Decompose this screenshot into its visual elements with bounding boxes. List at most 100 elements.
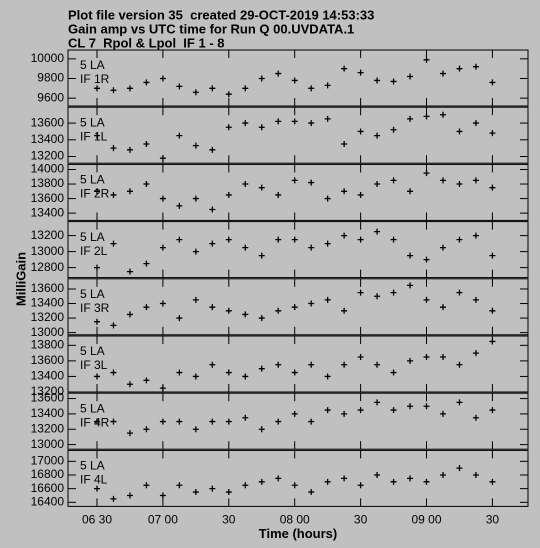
data-point bbox=[407, 115, 414, 122]
y-tick-label: 13800 bbox=[31, 338, 65, 352]
data-point bbox=[472, 471, 479, 478]
data-point bbox=[439, 70, 446, 77]
data-point bbox=[374, 361, 381, 368]
data-point bbox=[472, 120, 479, 127]
data-point bbox=[472, 232, 479, 239]
y-tick-label: 16400 bbox=[31, 494, 65, 508]
data-point bbox=[324, 195, 331, 202]
data-point bbox=[176, 83, 183, 90]
y-tick-label: 13400 bbox=[31, 205, 65, 219]
data-point bbox=[258, 315, 265, 322]
data-point bbox=[225, 418, 232, 425]
data-point bbox=[374, 471, 381, 478]
data-point bbox=[374, 293, 381, 300]
data-point bbox=[143, 304, 150, 311]
data-point bbox=[110, 322, 117, 329]
panel-annotation: 5 LA bbox=[80, 401, 105, 415]
data-point bbox=[423, 403, 430, 410]
y-tick-label: 13800 bbox=[31, 176, 65, 190]
data-point bbox=[159, 155, 166, 162]
data-point bbox=[110, 369, 117, 376]
x-tick-label: 09 00 bbox=[411, 513, 441, 527]
data-point bbox=[126, 311, 133, 318]
data-point bbox=[192, 426, 199, 433]
data-point bbox=[423, 296, 430, 303]
y-tick-label: 10000 bbox=[31, 51, 65, 65]
data-point bbox=[192, 195, 199, 202]
y-tick-label: 12800 bbox=[31, 260, 65, 274]
data-point bbox=[126, 430, 133, 437]
data-point bbox=[291, 369, 298, 376]
data-point bbox=[308, 85, 315, 92]
data-point bbox=[93, 264, 100, 271]
panel-frame bbox=[67, 163, 529, 221]
header-line: CL 7 Rpol & Lpol IF 1 - 8 bbox=[68, 35, 225, 50]
y-tick-label: 13000 bbox=[31, 437, 65, 451]
data-point bbox=[242, 414, 249, 421]
y-tick-label: 16600 bbox=[31, 481, 65, 495]
data-point bbox=[275, 191, 282, 198]
y-axis-label: MilliGain bbox=[13, 252, 28, 306]
data-point bbox=[390, 407, 397, 414]
data-point bbox=[242, 482, 249, 489]
data-point bbox=[341, 65, 348, 72]
data-point bbox=[242, 85, 249, 92]
data-point bbox=[258, 426, 265, 433]
header-line: Gain amp vs UTC time for Run Q 00.UVDATA… bbox=[68, 21, 354, 36]
data-point bbox=[159, 418, 166, 425]
data-point bbox=[489, 130, 496, 137]
data-point bbox=[390, 126, 397, 133]
data-point bbox=[357, 354, 364, 360]
data-point bbox=[423, 113, 430, 120]
y-tick-label: 13200 bbox=[31, 228, 65, 242]
data-point bbox=[374, 399, 381, 406]
data-point bbox=[357, 69, 364, 76]
y-tick-label: 13600 bbox=[31, 191, 65, 205]
data-point bbox=[93, 418, 100, 425]
data-point bbox=[439, 304, 446, 311]
header-line: Plot file version 35 created 29-OCT-2019… bbox=[68, 7, 374, 22]
panel-frame bbox=[67, 335, 529, 393]
data-point bbox=[439, 111, 446, 118]
panel-frame bbox=[67, 392, 529, 450]
data-point bbox=[275, 118, 282, 125]
data-point bbox=[192, 296, 199, 303]
data-point bbox=[407, 475, 414, 482]
panel-annotation: IF 2R bbox=[80, 187, 110, 201]
data-point bbox=[439, 244, 446, 251]
y-tick-label: 13200 bbox=[31, 384, 65, 398]
x-tick-label: 30 bbox=[486, 513, 500, 527]
x-tick-label: 07 00 bbox=[148, 513, 178, 527]
y-tick-label: 9600 bbox=[37, 90, 64, 104]
data-point bbox=[390, 369, 397, 376]
data-point bbox=[357, 128, 364, 135]
data-point bbox=[192, 489, 199, 496]
data-point bbox=[143, 181, 150, 188]
data-point bbox=[374, 181, 381, 188]
data-point bbox=[357, 236, 364, 243]
data-point bbox=[110, 145, 117, 152]
data-point bbox=[126, 381, 133, 388]
panel-frame bbox=[67, 449, 529, 507]
data-point bbox=[423, 478, 430, 485]
data-point bbox=[390, 78, 397, 85]
data-point bbox=[439, 410, 446, 417]
data-point bbox=[374, 132, 381, 139]
data-point bbox=[209, 240, 216, 247]
data-point bbox=[472, 350, 479, 357]
data-point bbox=[308, 489, 315, 496]
panel-annotation: 5 LA bbox=[80, 230, 105, 244]
data-point bbox=[456, 128, 463, 135]
data-point bbox=[341, 232, 348, 239]
data-point bbox=[93, 373, 100, 380]
data-point bbox=[225, 236, 232, 243]
y-tick-label: 13600 bbox=[31, 115, 65, 129]
data-point bbox=[242, 120, 249, 127]
data-point bbox=[489, 478, 496, 485]
data-point bbox=[308, 179, 315, 186]
data-point bbox=[209, 485, 216, 492]
data-point bbox=[324, 373, 331, 380]
y-tick-label: 13400 bbox=[31, 406, 65, 420]
data-point bbox=[192, 89, 199, 96]
